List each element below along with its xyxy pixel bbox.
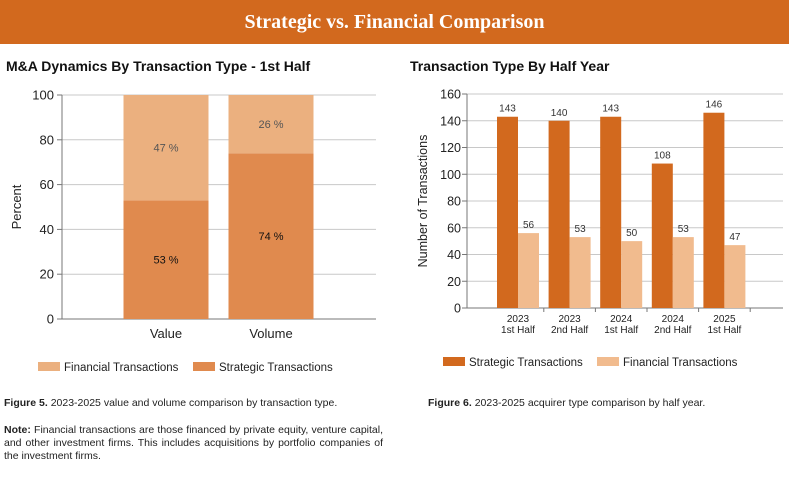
chart2-y-tick-label: 0 [454, 302, 461, 316]
chart2-legend-label: Financial Transactions [623, 357, 738, 369]
chart2-bar-strategic [600, 116, 622, 308]
chart1-bar-financial [123, 95, 209, 201]
chart2-x-tick-label: 2nd Half [654, 325, 691, 336]
chart2-bar-strategic [548, 120, 570, 308]
header-banner: Strategic vs. Financial Comparison [0, 0, 789, 44]
chart2-x-tick-label: 2025 [713, 314, 736, 325]
chart1-x-tick-label: Value [150, 326, 182, 341]
chart1-data-label: 74 % [258, 231, 283, 243]
note-label: Note: [4, 424, 31, 436]
chart2-bar-financial [672, 237, 694, 308]
figure6-caption: Figure 6. 2023-2025 acquirer type compar… [428, 397, 778, 410]
chart1-bar-financial [228, 95, 314, 154]
chart1-bar-strategic [228, 153, 314, 319]
chart2-svg: 0 20 40 60 80 100 120 140 160 Number of Transacti… [416, 88, 783, 369]
chart2-x-tick-label: 2023 [558, 314, 581, 325]
chart1-legend-swatch [193, 362, 215, 371]
chart1-data-label: 53 % [153, 255, 178, 267]
chart2-legend-swatch [597, 357, 619, 366]
chart2-bar-financial [621, 241, 643, 308]
chart2-data-label: 53 [678, 224, 690, 235]
chart2-data-label: 108 [654, 151, 671, 162]
chart2-bar-strategic [651, 163, 673, 308]
chart2-x-tick-label: 1st Half [707, 325, 741, 336]
page-title: Strategic vs. Financial Comparison [244, 10, 545, 33]
chart1-y-tick-label: 80 [40, 132, 54, 147]
chart2-legend-swatch [443, 357, 465, 366]
figure5-label: Figure 5. [4, 397, 48, 409]
chart2-y-axis-label: Number of Transactions [416, 135, 430, 268]
figure6-text: 2023-2025 acquirer type comparison by ha… [474, 397, 706, 409]
chart2-bar-strategic [703, 112, 725, 308]
chart1-y-tick-label: 100 [32, 88, 54, 103]
chart2-y-tick-label: 20 [447, 275, 461, 289]
chart2-data-label: 47 [729, 232, 741, 243]
chart2-data-label: 143 [602, 104, 619, 115]
chart1-y-tick-label: 40 [40, 222, 54, 237]
chart2-title: Transaction Type By Half Year [410, 58, 610, 74]
chart2-bar-financial [518, 233, 539, 308]
chart1-x-tick-label: Volume [249, 326, 292, 341]
chart2-y-tick-label: 140 [440, 114, 461, 128]
chart1-y-tick-label: 0 [47, 312, 54, 327]
chart2-y-tick-label: 80 [447, 195, 461, 209]
chart2-y-tick-label: 100 [440, 168, 461, 182]
chart2-data-label: 50 [626, 228, 638, 239]
chart1-y-axis-label: Percent [9, 184, 24, 229]
figure5-text: 2023-2025 value and volume comparison by… [50, 397, 338, 409]
chart2-x-tick-label: 2024 [662, 314, 685, 325]
note-caption: Note: Financial transactions are those f… [4, 424, 383, 463]
chart2-legend-label: Strategic Transactions [469, 357, 583, 369]
chart2-data-label: 146 [706, 100, 723, 111]
chart2-data-label: 140 [551, 108, 568, 119]
chart2-bar-financial [724, 245, 746, 308]
chart1-legend-label: Strategic Transactions [219, 362, 333, 374]
chart2-x-tick-label: 2nd Half [551, 325, 588, 336]
figure5-caption: Figure 5. 2023-2025 value and volume com… [4, 397, 394, 410]
chart1-legend-swatch [38, 362, 60, 371]
chart1-y-tick-label: 60 [40, 177, 54, 192]
chart2-x-tick-label: 2024 [610, 314, 633, 325]
chart1-data-label: 47 % [153, 143, 178, 155]
chart2-y-tick-label: 120 [440, 141, 461, 155]
chart1-svg: 0 20 40 60 80 100 Percent 53 % 47 % Value 74 % 26 %… [9, 88, 376, 374]
chart2-x-tick-label: 1st Half [604, 325, 638, 336]
chart2-x-tick-label: 2023 [507, 314, 530, 325]
chart1-legend-label: Financial Transactions [64, 362, 179, 374]
chart2-data-label: 143 [499, 104, 516, 115]
chart2-data-label: 53 [575, 224, 587, 235]
chart1-y-tick-label: 20 [40, 267, 54, 282]
chart2-x-tick-label: 1st Half [501, 325, 535, 336]
chart2-bar-financial [569, 237, 591, 308]
chart2-y-tick-label: 60 [447, 221, 461, 235]
chart2-y-tick-label: 160 [440, 88, 461, 102]
chart1-data-label: 26 % [258, 119, 283, 131]
chart2-bar-strategic [497, 116, 518, 308]
chart2-y-tick-label: 40 [447, 248, 461, 262]
note-text: Financial transactions are those finance… [4, 424, 384, 462]
figure6-label: Figure 6. [428, 397, 472, 409]
chart1-title: M&A Dynamics By Transaction Type - 1st H… [6, 58, 311, 74]
chart2-data-label: 56 [523, 220, 535, 231]
chart1-bar-strategic [123, 200, 209, 319]
